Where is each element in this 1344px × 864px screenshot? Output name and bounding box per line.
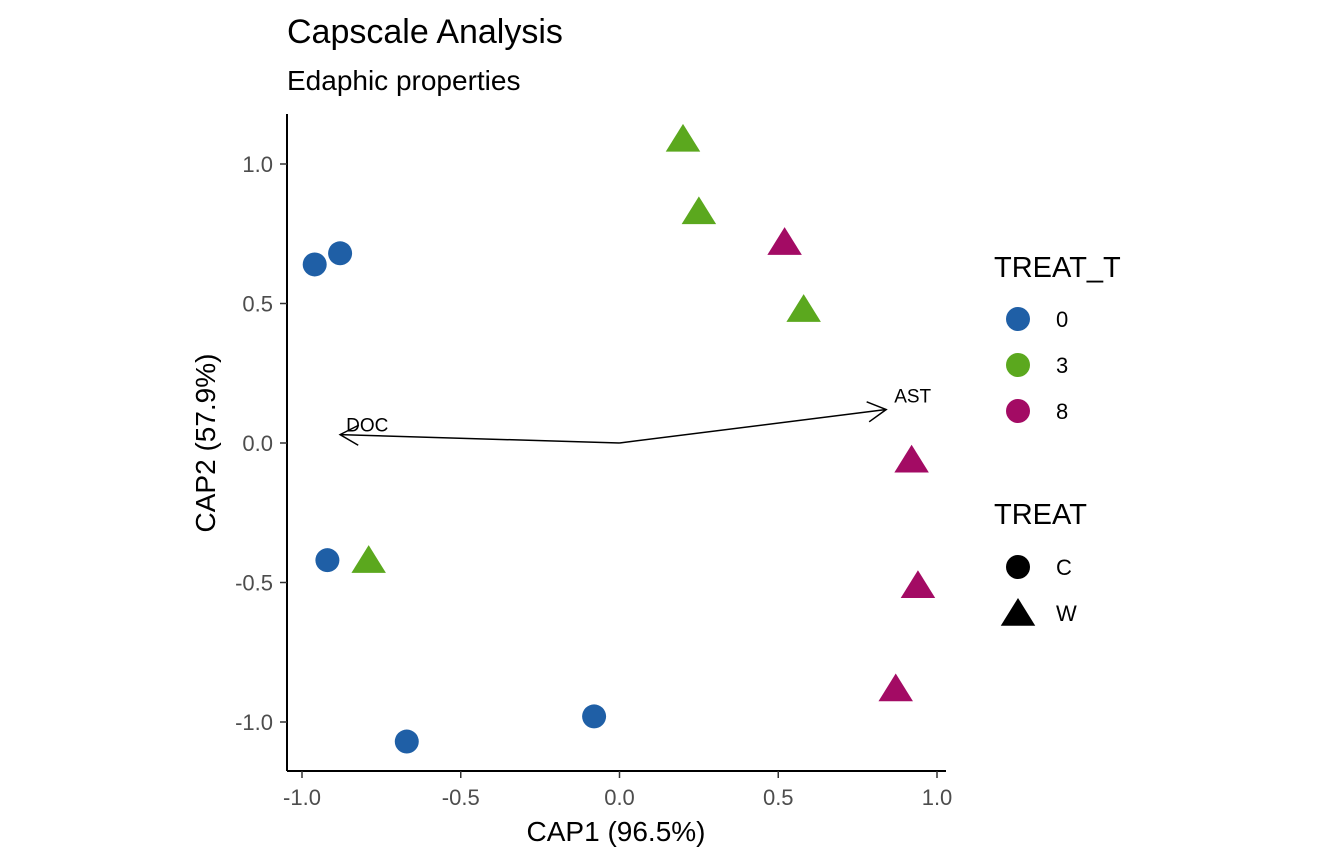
x-tick-label: 0.5 bbox=[763, 785, 794, 810]
y-tick-label: 1.0 bbox=[242, 152, 273, 177]
legend-treat-key-w bbox=[1000, 598, 1036, 626]
biplot-arrow-doc bbox=[340, 433, 620, 444]
chart-title: Capscale Analysis bbox=[287, 13, 563, 51]
legend-treat-label-w: W bbox=[1056, 601, 1077, 626]
data-point-5 bbox=[665, 123, 701, 152]
data-point-1 bbox=[328, 241, 353, 266]
y-tick-label: -0.5 bbox=[235, 571, 273, 596]
legend-treat-t-label-0: 0 bbox=[1056, 307, 1068, 332]
biplot-arrowhead-doc bbox=[338, 424, 360, 446]
data-point-2 bbox=[315, 548, 340, 573]
plot-area: -1.0 -0.5 0.0 0.5 1.0 -1.0 -0.5 0.0 0.5 1.0 DOC A… bbox=[235, 114, 952, 810]
legend-treat-t-title: TREAT_T bbox=[994, 252, 1121, 284]
x-tick-label: 1.0 bbox=[922, 785, 953, 810]
data-point-11 bbox=[900, 570, 936, 599]
y-axis-title: CAP2 (57.9%) bbox=[190, 354, 221, 533]
biplot-label-ast: AST bbox=[894, 387, 931, 408]
legend-treat-t-label-8: 8 bbox=[1056, 399, 1068, 424]
x-axis-title: CAP1 (96.5%) bbox=[527, 816, 706, 847]
x-tick-label: 0.0 bbox=[604, 785, 635, 810]
data-point-9 bbox=[767, 227, 802, 255]
legend-treat: TREAT CW bbox=[994, 499, 1087, 626]
legend-treat-label-c: C bbox=[1056, 555, 1072, 580]
chart-subtitle: Edaphic properties bbox=[287, 65, 520, 96]
data-point-8 bbox=[351, 545, 386, 573]
legend-treat-title: TREAT bbox=[994, 499, 1087, 531]
x-tick-label: -0.5 bbox=[442, 785, 480, 810]
x-tick-label: -1.0 bbox=[283, 785, 321, 810]
biplot-arrowhead-ast bbox=[866, 401, 888, 423]
biplot-label-doc: DOC bbox=[346, 416, 388, 437]
data-point-6 bbox=[681, 196, 717, 225]
x-ticks: -1.0 -0.5 0.0 0.5 1.0 bbox=[283, 771, 952, 810]
legend-treat-t: TREAT_T 0 3 8 bbox=[994, 252, 1121, 424]
data-point-0 bbox=[302, 252, 327, 277]
legend-treat-t-key-0 bbox=[1006, 307, 1030, 331]
y-tick-label: -1.0 bbox=[235, 710, 273, 735]
data-point-4 bbox=[582, 704, 607, 729]
data-point-3 bbox=[394, 729, 419, 754]
data-points bbox=[302, 123, 936, 754]
legend-treat-t-key-8 bbox=[1006, 399, 1030, 423]
legend-treat-t-label-3: 3 bbox=[1056, 353, 1068, 378]
y-tick-label: 0.0 bbox=[242, 431, 273, 456]
biplot-arrow-ast bbox=[619, 408, 887, 444]
legend-treat-key-c bbox=[1006, 555, 1030, 579]
data-point-10 bbox=[894, 444, 929, 473]
data-point-12 bbox=[878, 673, 913, 702]
y-ticks: -1.0 -0.5 0.0 0.5 1.0 bbox=[235, 152, 287, 735]
data-point-7 bbox=[786, 294, 821, 322]
legend-treat-t-key-3 bbox=[1006, 353, 1030, 377]
biplot-arrows: DOC AST bbox=[338, 387, 932, 446]
y-tick-label: 0.5 bbox=[242, 292, 273, 317]
